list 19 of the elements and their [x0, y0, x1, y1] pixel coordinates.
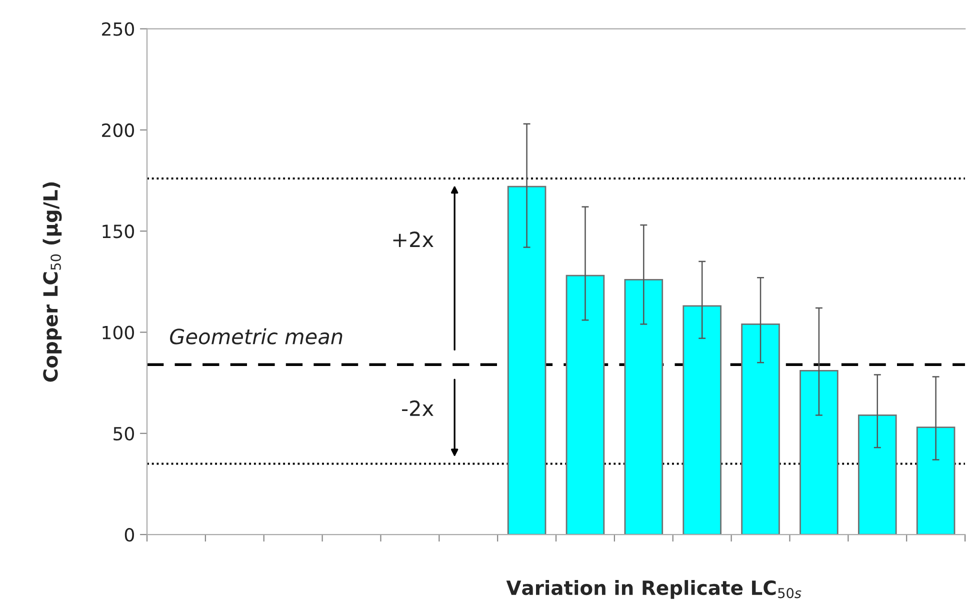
- bar: [800, 370, 838, 535]
- y-axis-title: Copper LC$_{50}$ (µg/L): [42, 182, 62, 382]
- ref-line-label: +2x: [393, 232, 434, 247]
- y-tick-label: 0: [124, 528, 134, 542]
- y-tick-label: 150: [102, 224, 134, 238]
- ref-line-label: Geometric mean: [170, 328, 342, 344]
- ref-line-label: -2x: [402, 400, 434, 416]
- bar: [858, 414, 897, 535]
- bar: [507, 186, 546, 535]
- y-tick-label: 200: [102, 123, 134, 138]
- bar: [624, 278, 664, 535]
- bar: [916, 426, 956, 535]
- bar: [741, 323, 780, 535]
- y-tick-label: 100: [102, 326, 134, 340]
- y-tick-label: 250: [102, 22, 134, 36]
- bar: [566, 274, 605, 535]
- x-axis-title: Variation in Replicate LC$_{50s}$: [506, 580, 802, 599]
- y-tick-label: 50: [114, 426, 134, 441]
- bar: [682, 305, 722, 535]
